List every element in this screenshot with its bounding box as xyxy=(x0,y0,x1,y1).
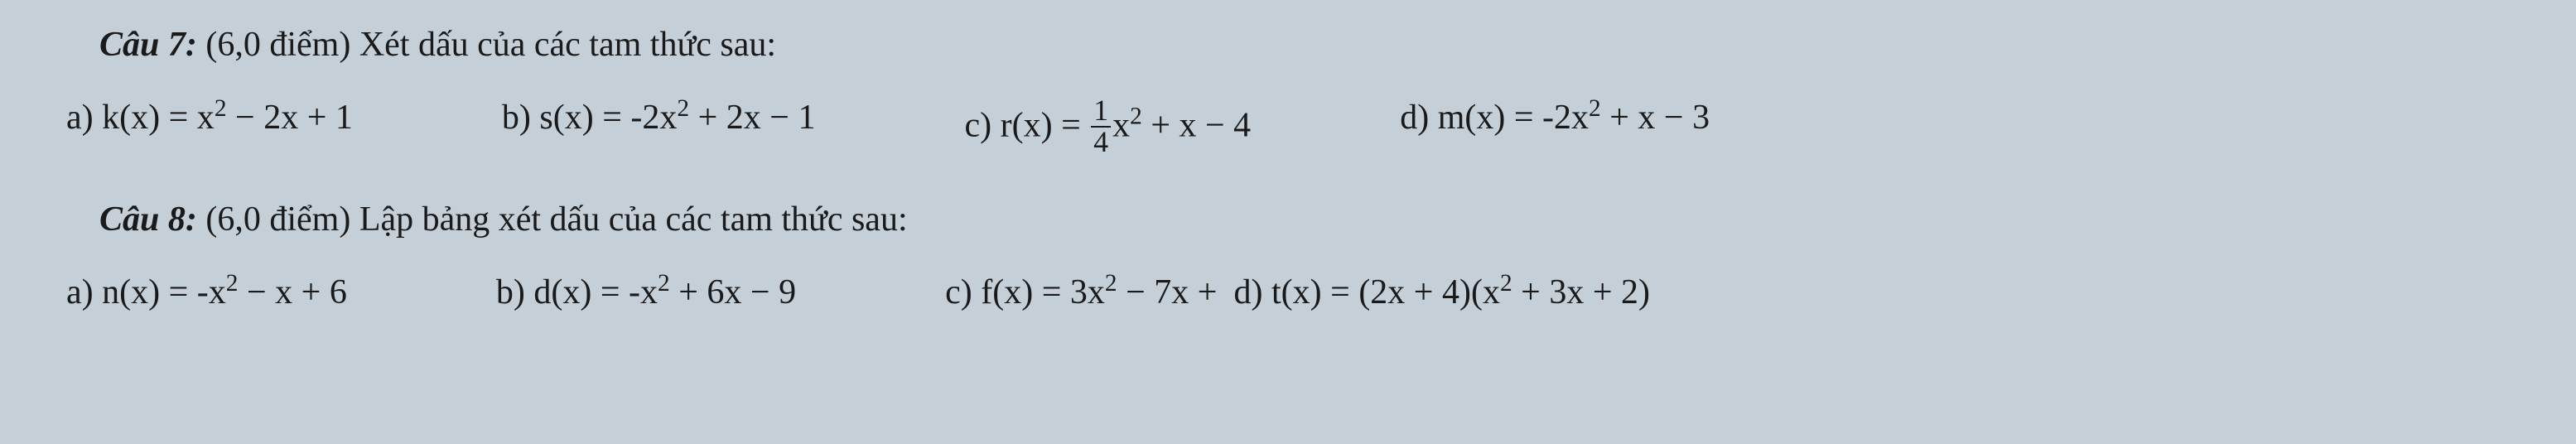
q7-d-label: d) xyxy=(1400,99,1429,137)
q8-c-fn: f(x) = 3x xyxy=(981,273,1105,311)
q7-a-rest: − 2x + 1 xyxy=(227,99,353,137)
q8-b-fn: d(x) = -x xyxy=(533,273,658,311)
q7-c-frac: 14 xyxy=(1091,96,1111,157)
q8-part-b: b) d(x) = -x2 + 6x − 9 xyxy=(496,273,796,312)
q7-label: Câu 7: xyxy=(99,26,197,64)
q7-c-exp: 2 xyxy=(1130,103,1142,129)
q8-part-c: c) f(x) = 3x2 − 7x + xyxy=(945,273,1217,312)
q8-a-label: a) xyxy=(66,273,94,311)
q8-d-pre: t(x) = (2x + 4)(x xyxy=(1271,273,1500,311)
q8-d-rest: + 3x + 2) xyxy=(1512,273,1650,311)
q8-d-exp: 2 xyxy=(1500,270,1512,297)
q7-c-rest: + x − 4 xyxy=(1142,106,1251,144)
q7-a-fn: k(x) = x xyxy=(102,99,215,137)
q7-b-rest: + 2x − 1 xyxy=(689,99,815,137)
q8-c-label: c) xyxy=(945,273,972,311)
q8-d-label: d) xyxy=(1233,273,1262,311)
q7-part-a: a) k(x) = x2 − 2x + 1 xyxy=(66,98,353,158)
q7-header: Câu 7: (6,0 điểm) Xét dấu của các tam th… xyxy=(99,25,2510,65)
q7-b-exp: 2 xyxy=(677,95,689,122)
q7-b-label: b) xyxy=(502,99,531,137)
q7-a-label: a) xyxy=(66,99,94,137)
q8-a-exp: 2 xyxy=(226,270,239,297)
q8-b-label: b) xyxy=(496,273,525,311)
q8-prompt: Lập bảng xét dấu của các tam thức sau: xyxy=(359,200,908,239)
q8-part-a: a) n(x) = -x2 − x + 6 xyxy=(66,273,347,312)
q8-label: Câu 8: xyxy=(99,200,197,239)
q7-prompt: Xét dấu của các tam thức sau: xyxy=(359,26,776,64)
q7-points: (6,0 điểm) xyxy=(205,26,350,64)
q7-a-exp: 2 xyxy=(215,95,227,122)
q7-c-den: 4 xyxy=(1091,128,1111,157)
q8-b-rest: + 6x − 9 xyxy=(670,273,796,311)
q7-c-num: 1 xyxy=(1091,96,1111,128)
q7-d-fn: m(x) = -2x xyxy=(1438,99,1589,137)
q7-b-fn: s(x) = -2x xyxy=(539,99,677,137)
q8-c-exp: 2 xyxy=(1105,270,1117,297)
q8-a-fn: n(x) = -x xyxy=(102,273,226,311)
q7-d-exp: 2 xyxy=(1589,95,1601,122)
q8-c-rest: − 7x + xyxy=(1117,273,1218,311)
q7-c-mid: x xyxy=(1112,106,1130,144)
q8-points: (6,0 điểm) xyxy=(205,200,350,239)
q7-part-d: d) m(x) = -2x2 + x − 3 xyxy=(1400,98,1710,158)
q7-part-c: c) r(x) = 14x2 + x − 4 xyxy=(964,98,1251,158)
q7-d-rest: + x − 3 xyxy=(1601,99,1710,137)
q8-parts: a) n(x) = -x2 − x + 6 b) d(x) = -x2 + 6x… xyxy=(66,273,2510,312)
q7-part-b: b) s(x) = -2x2 + 2x − 1 xyxy=(502,98,816,158)
q8-a-rest: − x + 6 xyxy=(239,273,347,311)
q7-c-pre: r(x) = xyxy=(1001,106,1090,144)
q8-b-exp: 2 xyxy=(658,270,670,297)
q8-part-d: d) t(x) = (2x + 4)(x2 + 3x + 2) xyxy=(1233,273,1650,312)
q7-c-label: c) xyxy=(964,106,991,144)
q7-parts: a) k(x) = x2 − 2x + 1 b) s(x) = -2x2 + 2… xyxy=(66,98,2510,158)
q8-header: Câu 8: (6,0 điểm) Lập bảng xét dấu của c… xyxy=(99,200,2510,239)
